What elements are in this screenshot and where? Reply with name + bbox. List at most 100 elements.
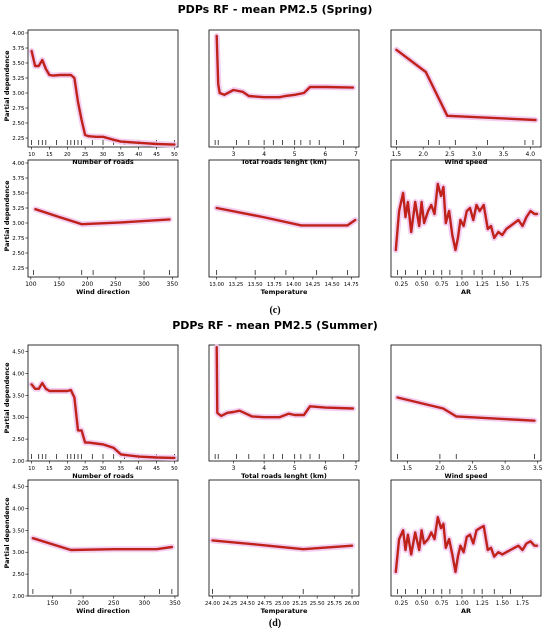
- pdp-panel: 13.00 13.25 13.50 13.75 14.00 14.25 14.50 14.75…: [208, 159, 360, 296]
- x-tick-label: 200: [77, 600, 89, 607]
- ice-band: [28, 380, 178, 461]
- pdp-line: [395, 48, 537, 122]
- y-axis-label: Partial dependence: [3, 497, 11, 569]
- x-tick-label: 24.50: [240, 601, 255, 607]
- y-tick-label: 4.00: [12, 161, 25, 167]
- x-tick-label: 13.75: [267, 282, 282, 288]
- x-tick-label: 10: [28, 466, 35, 472]
- x-tick-label: 13.00: [209, 282, 224, 288]
- plot-frame: [27, 479, 179, 597]
- x-tick-label: 14.75: [344, 282, 359, 288]
- figure-spring: PDPs RF - mean PM2.5 (Spring) Partial de…: [3, 3, 372, 316]
- plot-frame: [208, 159, 360, 278]
- plot-frame: [208, 29, 360, 148]
- y-tick-label: 3.00: [12, 221, 25, 227]
- y-tick-label: 3.25: [12, 76, 25, 82]
- x-tick-label: 2.0: [418, 151, 428, 158]
- pdp-panel: 0.25 0.50 0.75 1.00 1.25 1.50 1.75 AR: [390, 159, 542, 296]
- y-tick-label: 2.25: [12, 266, 25, 272]
- y-tick-label: 3.50: [12, 528, 25, 534]
- pdp-line-core: [395, 183, 537, 251]
- y-tick-label: 3.50: [12, 191, 25, 197]
- pdp-panel: 1.5 2.0 2.5 3.0 3.5 4.0 Wind speed: [390, 29, 542, 166]
- x-axis-label: AR: [461, 607, 471, 615]
- y-tick-label: 2.00: [12, 594, 25, 600]
- x-tick-label: 0.75: [435, 281, 449, 288]
- x-tick-label: 30: [100, 152, 107, 158]
- y-axis-label: Partial dependence: [3, 50, 11, 122]
- plot-frame: [390, 29, 542, 148]
- figure-caption: (d): [269, 618, 281, 629]
- x-tick-label: 20: [64, 152, 71, 158]
- plot-frame: [208, 479, 360, 597]
- x-tick-label: 13.25: [228, 282, 243, 288]
- x-tick-label: 15: [46, 152, 53, 158]
- pdp-panel: 10 15 20 25 30 35 40 45 50 2.00 2.50 3.00 3.50 4.00 4.…: [12, 344, 179, 480]
- x-axis-label: AR: [461, 288, 471, 296]
- x-tick-label: 6: [323, 465, 327, 472]
- pdp-panels: 10 15 20 25 30 35 40 45 502.252.502.753.003.253.…: [12, 29, 543, 615]
- x-tick-label: 40: [135, 152, 142, 158]
- x-tick-label: 1.5: [403, 465, 413, 472]
- y-tick-label: 2.50: [12, 251, 25, 257]
- x-tick-label: 7: [354, 465, 358, 472]
- pdp-panel: 10 15 20 25 30 35 40 45 50 2.25 2.50 2.75 3.00 3.25 3.…: [12, 29, 179, 166]
- x-tick-label: 350: [169, 600, 181, 607]
- pdp-line: [394, 182, 539, 252]
- x-tick-label: 45: [153, 466, 160, 472]
- plot-frame: [390, 159, 542, 278]
- x-tick-label: 150: [47, 600, 59, 607]
- x-tick-label: 24.75: [257, 601, 272, 607]
- y-tick-label: 2.50: [12, 121, 25, 127]
- x-tick-label: 1.50: [496, 281, 510, 288]
- pdp-line-core: [216, 347, 353, 418]
- x-tick-label: 45: [153, 152, 160, 158]
- x-tick-label: 2.0: [435, 465, 445, 472]
- pdp-line-core: [31, 50, 175, 146]
- y-axis-label: Partial dependence: [3, 180, 11, 252]
- x-tick-label: 3.0: [500, 465, 510, 472]
- x-tick-label: 2.5: [445, 151, 455, 158]
- x-tick-label: 1.25: [475, 281, 489, 288]
- x-tick-label: 35: [118, 466, 125, 472]
- y-tick-label: 2.00: [12, 459, 25, 465]
- x-axis-label: Wind speed: [445, 472, 488, 480]
- plot-frame: [390, 479, 542, 597]
- x-tick-label: 3: [232, 465, 236, 472]
- figure-title: PDPs RF - mean PM2.5 (Spring): [178, 3, 373, 16]
- pdp-line-core: [212, 539, 353, 550]
- pdp-line-core: [31, 382, 175, 459]
- plot-frame: [27, 159, 179, 278]
- pdp-panel: 150 200 250 300 350 2.00 2.50 3.00 3.50 4.00 4.50 W…: [12, 479, 181, 615]
- ice-band: [28, 48, 178, 148]
- x-tick-label: 4: [262, 151, 266, 158]
- x-tick-label: 1.5: [392, 151, 402, 158]
- pdp-line-core: [32, 537, 172, 551]
- figure-caption: (c): [269, 305, 280, 316]
- x-tick-label: 300: [139, 600, 151, 607]
- pdp-line-core: [396, 49, 536, 121]
- y-tick-label: 4.00: [12, 371, 25, 377]
- x-tick-label: 25.00: [275, 601, 290, 607]
- pdp-line: [31, 537, 174, 552]
- x-axis-label: Number of roads: [72, 158, 134, 166]
- x-tick-label: 14.00: [286, 282, 301, 288]
- x-tick-label: 4.0: [526, 151, 536, 158]
- x-tick-label: 13.50: [248, 282, 263, 288]
- x-axis-label: Total roads lenght (km): [241, 472, 327, 480]
- x-tick-label: 100: [25, 281, 37, 288]
- x-tick-label: 0.50: [415, 281, 429, 288]
- pdp-panel: 1.5 2.0 2.5 3.0 3.5 Wind speed: [390, 344, 543, 480]
- x-tick-label: 14.50: [325, 282, 340, 288]
- x-tick-label: 150: [53, 281, 65, 288]
- x-tick-label: 3.5: [499, 151, 509, 158]
- x-tick-label: 25.50: [310, 601, 325, 607]
- figure-title: PDPs RF - mean PM2.5 (Summer): [172, 319, 378, 332]
- y-tick-label: 2.50: [12, 572, 25, 578]
- x-tick-label: 3.5: [533, 465, 543, 472]
- x-tick-label: 24.25: [223, 601, 238, 607]
- x-tick-label: 20: [64, 466, 71, 472]
- pdp-line: [30, 49, 176, 146]
- y-axis-label: Partial dependence: [3, 362, 11, 434]
- pdp-panel: 3 4 5 6 7 Total roads lenght (km): [208, 344, 360, 480]
